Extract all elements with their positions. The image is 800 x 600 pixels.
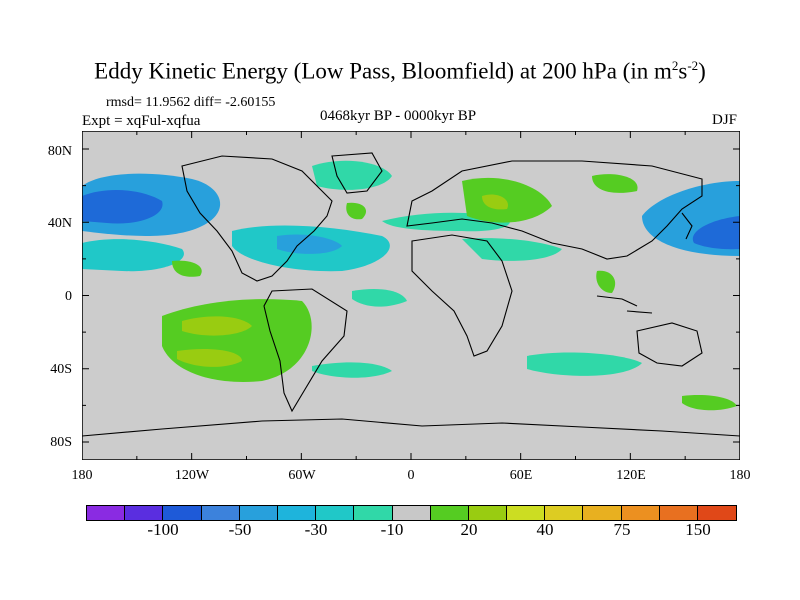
map-title: Eddy Kinetic Energy (Low Pass, Bloomfiel… [94, 58, 706, 84]
colorbar-label: 75 [613, 520, 631, 539]
season-label: DJF [712, 112, 738, 128]
lat-tick-80n: 80N [47, 144, 72, 159]
colorbar-label: -50 [228, 520, 252, 539]
lon-tick-60e: 60E [509, 468, 533, 483]
lon-tick-120e: 120E [616, 468, 646, 483]
stats-label: rmsd= 11.9562 diff= -2.60155 [106, 95, 276, 110]
colorbar-box [392, 506, 431, 520]
colorbar-box [621, 506, 660, 520]
anomaly-patches [82, 160, 740, 411]
colorbar-box [354, 506, 393, 520]
lat-tick-0: 0 [65, 289, 72, 304]
lon-tick-60w: 60W [288, 468, 316, 483]
lon-tick-180w: 180 [71, 468, 93, 483]
colorbar-box [239, 506, 278, 520]
colorbar-box [583, 506, 622, 520]
colorbar [86, 505, 738, 521]
lat-tick-80s: 80S [50, 435, 72, 450]
lon-tick-0: 0 [407, 468, 415, 483]
experiment-label: Expt = xqFul-xqfua [82, 113, 201, 129]
lat-tick-40n: 40N [47, 216, 72, 231]
colorbar-label: -100 [147, 520, 179, 539]
colorbar-label: 20 [460, 520, 478, 539]
colorbar-box [163, 506, 202, 520]
colorbar-box [125, 506, 164, 520]
lat-tick-40s: 40S [50, 362, 72, 377]
colorbar-box [659, 506, 698, 520]
colorbar-box [545, 506, 584, 520]
colorbar-label: -10 [380, 520, 404, 539]
colorbar-box [698, 506, 737, 520]
colorbar-box [87, 506, 126, 520]
colorbar-box [468, 506, 508, 520]
colorbar-box [316, 506, 355, 520]
colorbar-label: 40 [536, 520, 554, 539]
colorbar-box [277, 506, 317, 520]
map-plot [82, 131, 740, 460]
period-label: 0468kyr BP - 0000kyr BP [320, 108, 477, 124]
lon-tick-180e: 180 [729, 468, 751, 483]
colorbar-label: -30 [304, 520, 328, 539]
lon-tick-120w: 120W [174, 468, 210, 483]
coastlines [82, 152, 740, 437]
colorbar-box [430, 506, 469, 520]
colorbar-label: 150 [685, 520, 711, 539]
colorbar-box [201, 506, 240, 520]
colorbar-box [507, 506, 546, 520]
